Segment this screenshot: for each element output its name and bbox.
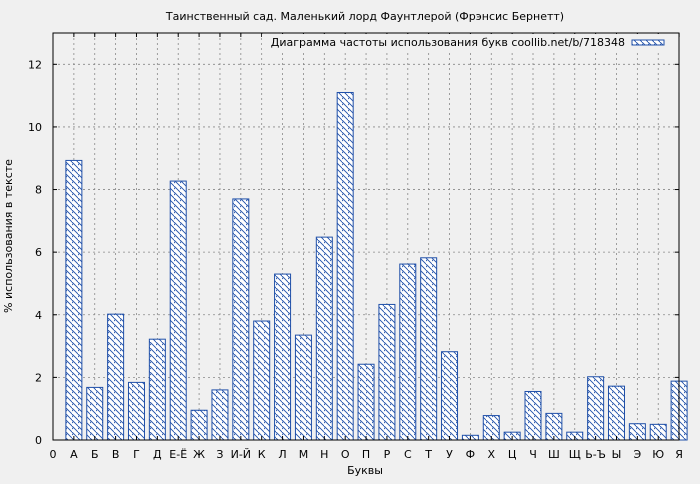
- y-tick-label: 10: [28, 121, 42, 134]
- x-tick-label: Щ: [569, 448, 581, 461]
- bar: [607, 385, 625, 441]
- legend: Диаграмма частоты использования букв coo…: [262, 34, 674, 52]
- x-tick-label: Ф: [466, 448, 475, 461]
- x-tick-label: И-Й: [231, 448, 251, 461]
- y-tick-label: 8: [35, 184, 42, 197]
- x-tick-label: Д: [153, 448, 162, 461]
- x-tick-label: Л: [278, 448, 286, 461]
- y-axis: 0 2 4 6 8 10 12: [28, 58, 679, 447]
- chart-title: Таинственный сад. Маленький лорд Фаунтле…: [165, 10, 564, 23]
- y-tick-label: 2: [35, 371, 42, 384]
- bar: [232, 198, 250, 441]
- bar: [274, 273, 292, 441]
- bar: [399, 263, 417, 441]
- bar: [190, 409, 208, 441]
- bar: [148, 338, 166, 441]
- x-tick-label: Б: [91, 448, 99, 461]
- bar: [86, 386, 104, 441]
- y-axis-label: % использования в тексте: [2, 159, 15, 313]
- bar: [336, 91, 354, 441]
- legend-background: [262, 34, 674, 52]
- grid-layer: [53, 33, 680, 440]
- x-tick-label: Г: [133, 448, 140, 461]
- y-tick-label: 0: [35, 434, 42, 447]
- x-tick-label: Э: [634, 448, 642, 461]
- x-tick-label: Р: [384, 448, 391, 461]
- x-tick-label: А: [70, 448, 78, 461]
- x-tick-label: Ж: [193, 448, 205, 461]
- bar: [253, 320, 271, 441]
- bar: [378, 303, 396, 441]
- x-tick-label: Ь-Ъ: [585, 448, 606, 461]
- x-tick-label: Ч: [529, 448, 537, 461]
- x-tick-label: Ш: [548, 448, 560, 461]
- bar: [315, 236, 333, 441]
- bar: [107, 313, 125, 441]
- bar: [127, 381, 145, 441]
- bar: [587, 376, 605, 441]
- x-tick-label: Н: [320, 448, 328, 461]
- bar: [211, 389, 229, 441]
- x-tick-label: Я: [675, 448, 683, 461]
- bar: [420, 257, 438, 441]
- y-tick-label: 6: [35, 246, 42, 259]
- bar: [169, 180, 187, 441]
- x-tick-label-origin: 0: [50, 448, 57, 461]
- bar: [357, 363, 375, 441]
- x-axis: 0 А Б В Г Д Е-Ё Ж З И-Й К Л М Н О П Р С Т У Ф Х Ц Ч Ш Щ Ь-Ъ Ы Э Ю Я: [50, 33, 683, 461]
- bar: [524, 390, 542, 441]
- x-tick-label: М: [299, 448, 309, 461]
- x-tick-label: К: [258, 448, 266, 461]
- x-tick-label: С: [404, 448, 412, 461]
- x-tick-label: З: [216, 448, 223, 461]
- legend-swatch: [631, 39, 665, 46]
- bar: [65, 159, 83, 441]
- x-tick-label: У: [446, 448, 453, 461]
- bar: [441, 351, 459, 441]
- x-tick-label: Е-Ё: [169, 448, 187, 461]
- x-tick-label: Х: [487, 448, 495, 461]
- x-tick-label: Ц: [508, 448, 517, 461]
- x-tick-label: Т: [424, 448, 432, 461]
- x-tick-label: Ю: [652, 448, 664, 461]
- x-tick-label: Ы: [612, 448, 622, 461]
- legend-label: Диаграмма частоты использования букв coo…: [271, 36, 625, 49]
- x-axis-label: Буквы: [347, 464, 383, 477]
- y-tick-label: 12: [28, 58, 42, 71]
- x-tick-label: П: [362, 448, 370, 461]
- bar: [294, 334, 312, 441]
- x-tick-label: О: [341, 448, 350, 461]
- x-tick-label: В: [112, 448, 120, 461]
- y-tick-label: 4: [35, 309, 42, 322]
